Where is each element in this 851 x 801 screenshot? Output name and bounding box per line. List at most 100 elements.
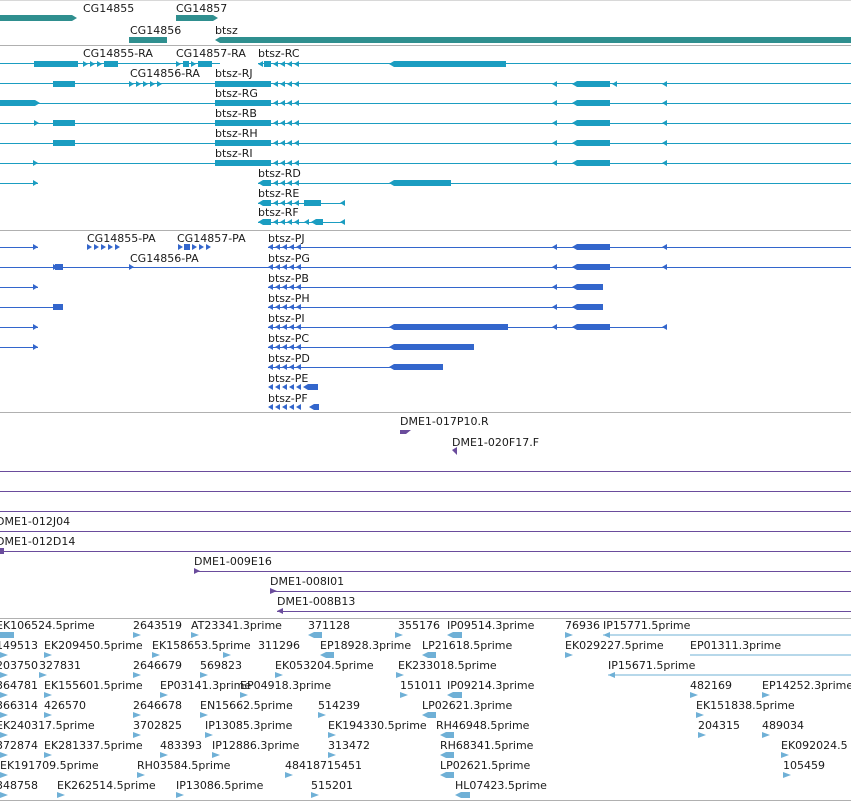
- transcript-label: btsz-RE: [258, 187, 299, 200]
- est-label: RH03584.5prime: [137, 759, 231, 772]
- est-label: RH68341.5prime: [440, 739, 534, 752]
- transcript-label: btsz-RG: [215, 87, 258, 100]
- clone-label: DME1-008B13: [277, 595, 355, 608]
- transcript-row[interactable]: [0, 140, 851, 146]
- translation-label: btsz-PH: [268, 292, 310, 305]
- translation-label: CG14857-PA: [177, 232, 246, 245]
- translation-label: btsz-PD: [268, 352, 310, 365]
- est-label: 482169: [690, 679, 732, 692]
- translation-row[interactable]: [0, 324, 667, 330]
- est-label: LP02621.3prime: [422, 699, 513, 712]
- est-label: IP09214.3prime: [447, 679, 535, 692]
- est-label: EP14252.3prime: [762, 679, 851, 692]
- est-label: 364781: [0, 679, 38, 692]
- transcript-label: btsz-RB: [215, 107, 257, 120]
- est-label: IP09514.3prime: [447, 619, 535, 632]
- translation-row[interactable]: [0, 344, 474, 350]
- translation-row[interactable]: [268, 404, 319, 410]
- est-label: RH46948.5prime: [436, 719, 530, 732]
- clone-label: DME1-012D14: [0, 535, 75, 548]
- clone-labels: DME1-017P10.R DME1-020F17.F DME1-012J04 …: [0, 415, 539, 608]
- transcript-track[interactable]: [0, 61, 851, 225]
- gene-btsz[interactable]: [215, 37, 851, 43]
- est-label: 2646679: [133, 659, 182, 672]
- translation-label: btsz-PJ: [268, 232, 305, 245]
- transcript-label: btsz-RH: [215, 127, 258, 140]
- clone-feature[interactable]: [194, 568, 851, 574]
- est-label: IP13086.5prime: [176, 779, 264, 792]
- translation-row[interactable]: [268, 364, 443, 370]
- est-label: HL07423.5prime: [455, 779, 547, 792]
- est-label: 514239: [318, 699, 360, 712]
- est-label: 515201: [311, 779, 353, 792]
- transcript-label: btsz-RC: [258, 47, 300, 60]
- transcript-label: btsz-RJ: [215, 67, 253, 80]
- gene-label: CG14856: [130, 24, 181, 37]
- est-label: EK233018.5prime: [398, 659, 497, 672]
- transcript-row[interactable]: [258, 200, 345, 206]
- est-label: EK158653.5prime: [152, 639, 251, 652]
- est-label: 483393: [160, 739, 202, 752]
- clone-feature[interactable]: [0, 548, 851, 554]
- translation-row[interactable]: [0, 264, 851, 270]
- gene-cg14856[interactable]: [129, 37, 167, 43]
- est-label: 203750: [0, 659, 38, 672]
- est-track[interactable]: [0, 632, 851, 798]
- est-label: 105459: [783, 759, 825, 772]
- clone-track[interactable]: [0, 430, 851, 614]
- transcript-label: CG14856-RA: [130, 67, 200, 80]
- clone-label: DME1-017P10.R: [400, 415, 489, 428]
- est-label: EP18928.3prime: [320, 639, 411, 652]
- est-label: 569823: [200, 659, 242, 672]
- translation-label: btsz-PE: [268, 372, 308, 385]
- clone-feature[interactable]: [277, 608, 851, 614]
- gene-features: [0, 15, 851, 43]
- gene-label: btsz: [215, 24, 238, 37]
- est-label: 348758: [0, 779, 38, 792]
- translation-label: btsz-PF: [268, 392, 308, 405]
- clone-feature[interactable]: [400, 430, 411, 434]
- est-label: 327831: [39, 659, 81, 672]
- translation-row[interactable]: [0, 244, 851, 250]
- transcript-row[interactable]: [0, 180, 851, 186]
- gene-cg14855[interactable]: [0, 15, 77, 21]
- clone-feature[interactable]: [452, 447, 457, 455]
- gene-track[interactable]: CG14855 CG14857 CG14856 btsz: [0, 2, 851, 43]
- est-label: EK191709.5prime: [0, 759, 99, 772]
- transcript-row[interactable]: [0, 81, 851, 87]
- est-label: 204315: [698, 719, 740, 732]
- gene-cg14857[interactable]: [176, 15, 218, 21]
- est-features[interactable]: [0, 632, 851, 798]
- est-label: LP21618.5prime: [422, 639, 513, 652]
- transcript-label: btsz-RF: [258, 206, 299, 219]
- est-label: EK029227.5prime: [565, 639, 664, 652]
- gene-label: CG14857: [176, 2, 227, 15]
- translation-row[interactable]: [0, 304, 603, 310]
- est-label: 313472: [328, 739, 370, 752]
- est-label: 2643519: [133, 619, 182, 632]
- est-label: AT23341.3prime: [191, 619, 282, 632]
- est-label: IP15671.5prime: [608, 659, 696, 672]
- translation-row[interactable]: [0, 284, 603, 290]
- translation-row[interactable]: [268, 384, 318, 390]
- transcript-row[interactable]: [0, 61, 851, 67]
- transcript-row[interactable]: [0, 120, 851, 126]
- translation-label: CG14855-PA: [87, 232, 156, 245]
- est-label: 76936: [565, 619, 600, 632]
- est-label: 366314: [0, 699, 38, 712]
- translation-label: btsz-PI: [268, 312, 305, 325]
- est-label: IP12886.3prime: [212, 739, 300, 752]
- translation-track[interactable]: [0, 244, 851, 410]
- transcript-row[interactable]: [258, 219, 345, 225]
- est-label: 489034: [762, 719, 804, 732]
- gene-label: CG14855: [83, 2, 134, 15]
- est-label: 149513: [0, 639, 38, 652]
- est-label: EK092024.5: [781, 739, 848, 752]
- est-label: IP15771.5prime: [603, 619, 691, 632]
- est-label: 48418715451: [285, 759, 362, 772]
- transcript-row[interactable]: [0, 160, 851, 166]
- transcript-row[interactable]: [0, 100, 851, 106]
- transcript-label: btsz-RD: [258, 167, 301, 180]
- clone-feature[interactable]: [270, 588, 851, 594]
